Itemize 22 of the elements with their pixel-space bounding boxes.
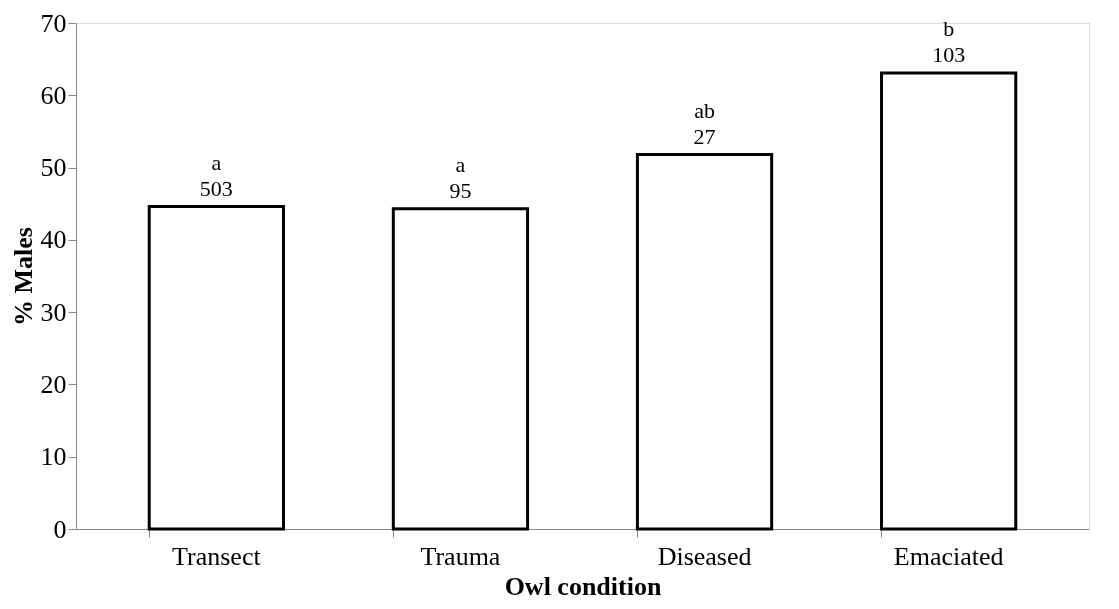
annotation: ab 27 <box>693 97 716 149</box>
x-tick-label: Diseased <box>657 541 752 571</box>
annotation: b 103 <box>932 15 966 67</box>
x-axis-title: Owl condition <box>504 571 662 601</box>
y-tick-label: 60 <box>40 80 67 110</box>
y-tick-label: 70 <box>40 8 67 38</box>
y-tick-label: 10 <box>40 442 67 472</box>
x-tick-label: Transect <box>172 541 262 571</box>
bar <box>391 207 530 531</box>
x-tick-label: Emaciated <box>893 541 1004 571</box>
y-tick-label: 0 <box>53 514 67 544</box>
y-axis-title: % Males <box>8 227 38 326</box>
annotation: a 503 <box>199 149 233 201</box>
x-tick-label: Trauma <box>420 541 501 571</box>
y-tick-label: 40 <box>40 225 67 255</box>
y-tick-label: 50 <box>40 153 67 183</box>
bar <box>635 153 774 531</box>
bar <box>147 205 285 531</box>
bar <box>880 71 1018 531</box>
y-tick-label: 30 <box>40 297 67 327</box>
annotation: a 95 <box>449 151 472 203</box>
y-tick-label: 20 <box>40 369 67 399</box>
